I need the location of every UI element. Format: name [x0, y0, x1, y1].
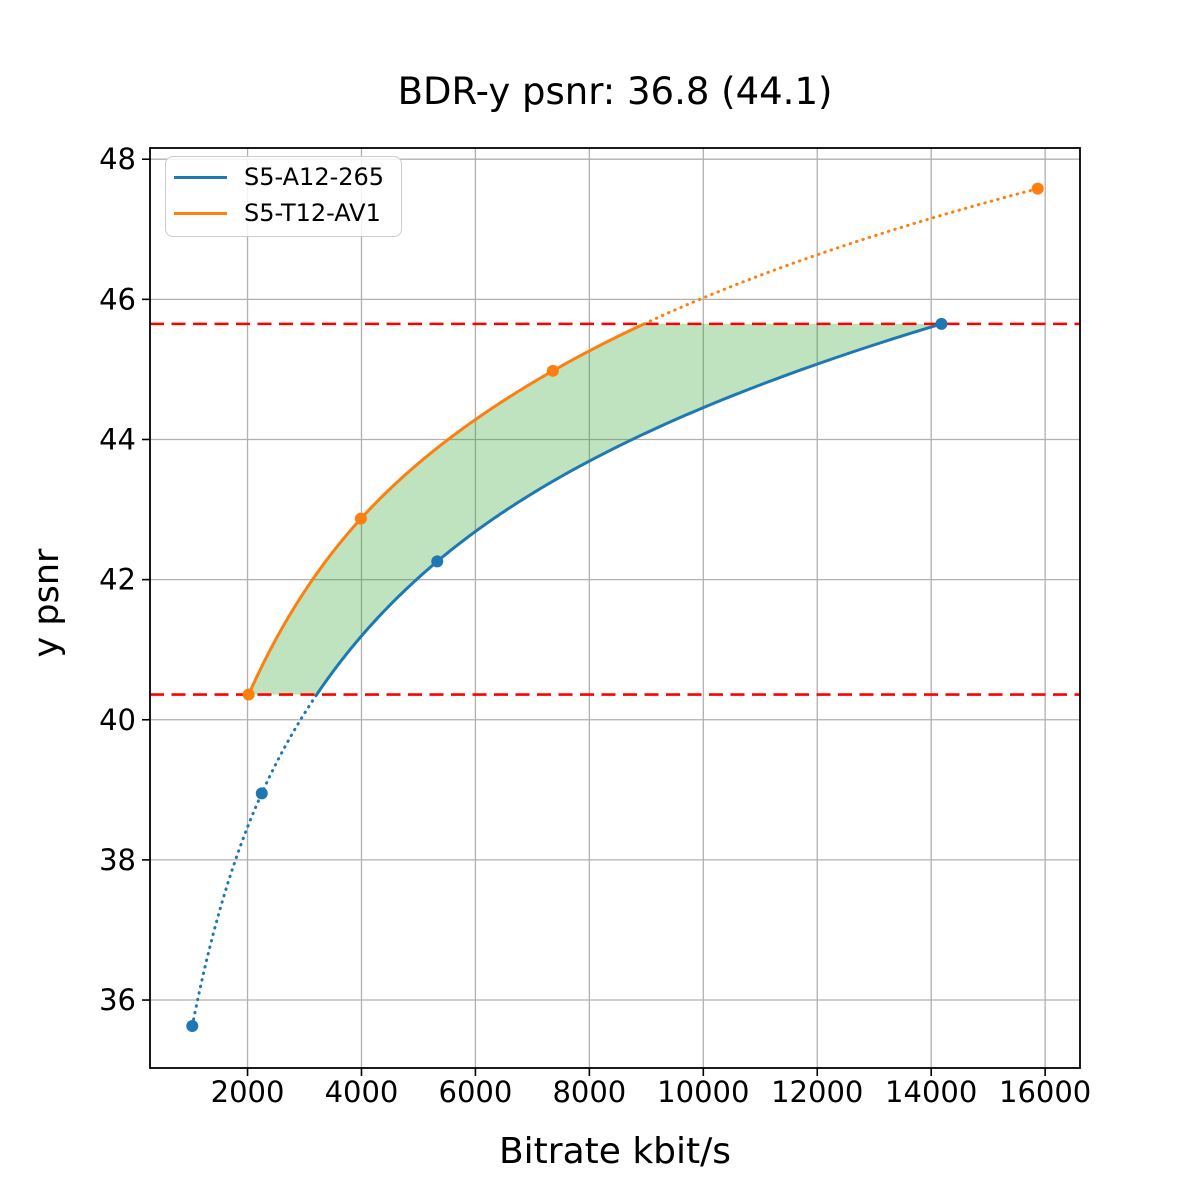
- chart-title: BDR-y psnr: 36.8 (44.1): [397, 70, 833, 113]
- legend-line-swatch: [174, 211, 227, 215]
- legend-item: S5-T12-AV1: [166, 195, 401, 231]
- data-point: [242, 688, 255, 701]
- series-markers-S5-A12-265: [186, 317, 948, 1032]
- data-point: [431, 555, 444, 568]
- x-tick-label: 12000: [771, 1075, 863, 1109]
- tick-labels: 2000 4000 6000 8000 10000 12000 14000 16000 36 38…: [99, 142, 1091, 1109]
- y-tick-label: 48: [99, 142, 136, 176]
- data-point: [546, 364, 559, 377]
- legend-label: S5-T12-AV1: [244, 199, 381, 227]
- y-tick-label: 42: [99, 563, 136, 597]
- data-point: [186, 1019, 199, 1032]
- y-axis-label: y psnr: [27, 548, 67, 658]
- y-tick-label: 44: [99, 422, 136, 456]
- y-tick-label: 40: [99, 703, 136, 737]
- y-tick-label: 36: [99, 983, 136, 1017]
- x-axis-label: Bitrate kbit/s: [498, 1131, 732, 1172]
- plot-border: [149, 147, 1081, 1069]
- y-tick-label: 38: [99, 843, 136, 877]
- legend-item: S5-A12-265: [166, 159, 401, 195]
- data-point: [354, 512, 367, 525]
- x-tick-label: 14000: [885, 1075, 977, 1109]
- gridlines: [150, 148, 1080, 1068]
- bd-rate-shaded-region: [248, 323, 942, 695]
- x-tick-label: 2000: [211, 1075, 285, 1109]
- x-tick-label: 8000: [552, 1075, 626, 1109]
- series-markers-S5-T12-AV1: [242, 182, 1044, 701]
- legend: S5-A12-265 S5-T12-AV1: [165, 156, 402, 237]
- legend-line-swatch: [174, 175, 227, 179]
- data-point: [935, 317, 948, 330]
- x-tick-label: 16000: [999, 1075, 1091, 1109]
- axis-ticks: [142, 158, 1046, 1076]
- series-line-S5-A12-265: [190, 322, 943, 1028]
- data-point: [1031, 182, 1044, 195]
- x-tick-label: 10000: [657, 1075, 749, 1109]
- reference-lines: [150, 322, 1080, 696]
- x-tick-label: 4000: [325, 1075, 399, 1109]
- series-line-S5-T12-AV1: [247, 187, 1040, 697]
- legend-label: S5-A12-265: [244, 163, 385, 191]
- y-tick-label: 46: [99, 282, 136, 316]
- x-tick-label: 6000: [439, 1075, 513, 1109]
- data-point: [255, 787, 268, 800]
